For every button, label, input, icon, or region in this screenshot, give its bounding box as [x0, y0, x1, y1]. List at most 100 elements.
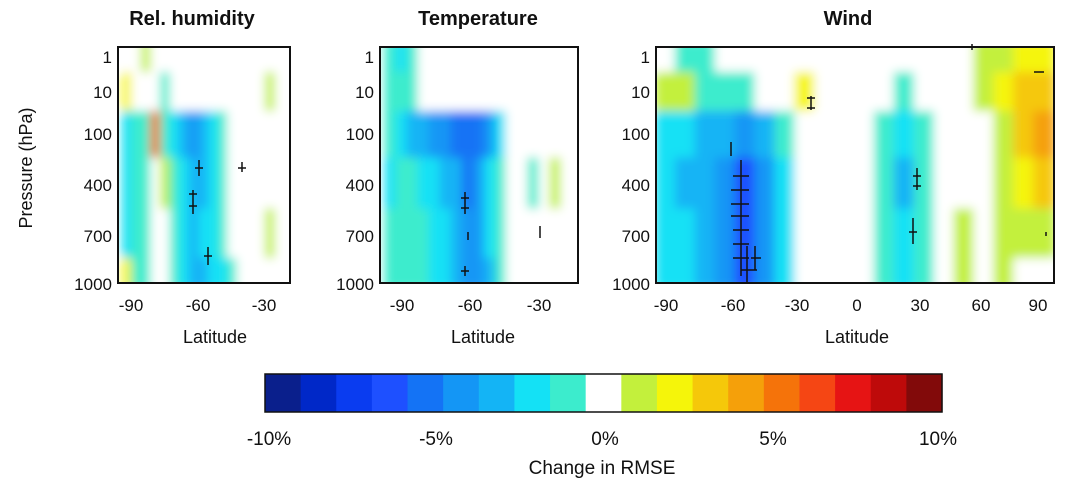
heatmap-cell — [834, 47, 856, 74]
colorbar-swatch — [265, 374, 302, 412]
colorbar-swatch — [692, 374, 729, 412]
colorbar-swatches — [265, 374, 943, 412]
heatmap-cell — [834, 72, 856, 113]
heatmap-cell — [160, 111, 172, 160]
heatmap-cell — [656, 157, 677, 211]
heatmap-cell — [255, 47, 268, 74]
heatmap-cell — [274, 111, 287, 160]
heatmap-cell — [527, 208, 541, 260]
heatmap-cell — [265, 258, 277, 283]
heatmap-cell — [734, 258, 757, 283]
heatmap-cell — [953, 72, 976, 113]
y-tick-label: 1 — [641, 48, 650, 67]
heatmap-cell — [794, 157, 817, 211]
heatmap-cell — [140, 111, 153, 160]
heatmap-field — [121, 47, 287, 283]
heatmap-cell — [226, 111, 239, 160]
heatmap-cell — [854, 157, 876, 211]
heatmap-cell — [560, 208, 574, 260]
heatmap-cell — [236, 72, 248, 113]
heatmap-cell — [140, 47, 153, 74]
heatmap-cell — [516, 111, 530, 160]
heatmap-cell — [395, 72, 409, 113]
heatmap-cell — [549, 258, 563, 283]
heatmap-cell — [774, 157, 797, 211]
heatmap-cell — [483, 258, 497, 283]
heatmap-cell — [933, 111, 956, 160]
heatmap-cell — [131, 47, 143, 74]
significance-markers — [189, 160, 246, 265]
heatmap-cell — [933, 258, 956, 283]
heatmap-cell — [246, 111, 258, 160]
heatmap-cell — [754, 111, 777, 160]
heatmap-cell — [656, 47, 677, 74]
y-tick-label: 10 — [355, 83, 374, 102]
heatmap-cell — [953, 47, 976, 74]
heatmap-cell — [494, 111, 508, 160]
heatmap-cell — [274, 208, 287, 260]
colorbar-tick-label: 10% — [919, 429, 957, 450]
heatmap-cell — [217, 208, 229, 260]
heatmap-cell — [131, 208, 143, 260]
heatmap-cell — [549, 111, 563, 160]
heatmap-cell — [494, 258, 508, 283]
heatmap-cell — [255, 111, 268, 160]
heatmap-cell — [993, 208, 1016, 260]
y-tick-label: 100 — [622, 125, 650, 144]
heatmap-cell — [450, 72, 464, 113]
heatmap-cell — [694, 47, 717, 74]
heatmap-cell — [428, 111, 442, 160]
heatmap-cell — [217, 47, 229, 74]
y-tick-label: 10 — [93, 83, 112, 102]
heatmap-cell — [494, 47, 508, 74]
heatmap-cell — [160, 157, 172, 211]
heatmap-cell — [834, 208, 856, 260]
colorbar-swatch — [621, 374, 658, 412]
heatmap-cell — [179, 208, 191, 260]
heatmap-cell — [549, 47, 563, 74]
heatmap-cell — [516, 72, 530, 113]
heatmap-cell — [150, 258, 162, 283]
heatmap-cell — [265, 157, 277, 211]
heatmap-cell — [933, 72, 956, 113]
heatmap-cell — [450, 47, 464, 74]
panel-title: Temperature — [418, 8, 538, 30]
heatmap-cell — [384, 111, 398, 160]
heatmap-cell — [714, 157, 737, 211]
heatmap-cell — [150, 208, 162, 260]
heatmap-cell — [814, 72, 837, 113]
heatmap-cell — [516, 47, 530, 74]
colorbar-swatch — [835, 374, 872, 412]
heatmap-cell — [1013, 157, 1036, 211]
heatmap-cell — [265, 208, 277, 260]
heatmap-cell — [834, 111, 856, 160]
heatmap-cell — [274, 72, 287, 113]
heatmap-cell — [505, 111, 519, 160]
x-tick-label: -30 — [252, 296, 277, 315]
heatmap-cell — [198, 72, 210, 113]
y-tick-label: 1000 — [336, 275, 374, 294]
heatmap-cell — [1033, 208, 1054, 260]
heatmap-cell — [140, 157, 153, 211]
heatmap-cell — [560, 258, 574, 283]
heatmap-cell — [774, 47, 797, 74]
heatmap-cell — [439, 208, 453, 260]
panel-title: Rel. humidity — [129, 8, 255, 30]
heatmap-cell — [873, 72, 896, 113]
x-axis-title: Latitude — [451, 327, 515, 347]
heatmap-cell — [527, 111, 541, 160]
heatmap-cell — [714, 258, 737, 283]
heatmap-cell — [226, 157, 239, 211]
panel-temperature: Temperature 1 10 100 400 700 1000 -90 -6… — [336, 8, 579, 347]
heatmap-cell — [483, 47, 497, 74]
heatmap-cell — [439, 157, 453, 211]
heatmap-cell — [674, 111, 697, 160]
plot-frame — [655, 46, 1055, 284]
heatmap-cell — [179, 157, 191, 211]
heatmap-cell — [953, 157, 976, 211]
heatmap-cell — [169, 258, 182, 283]
heatmap-cell — [417, 111, 431, 160]
heatmap-cell — [472, 258, 486, 283]
x-tick-label: 90 — [1029, 296, 1048, 315]
heatmap-cell — [674, 47, 697, 74]
